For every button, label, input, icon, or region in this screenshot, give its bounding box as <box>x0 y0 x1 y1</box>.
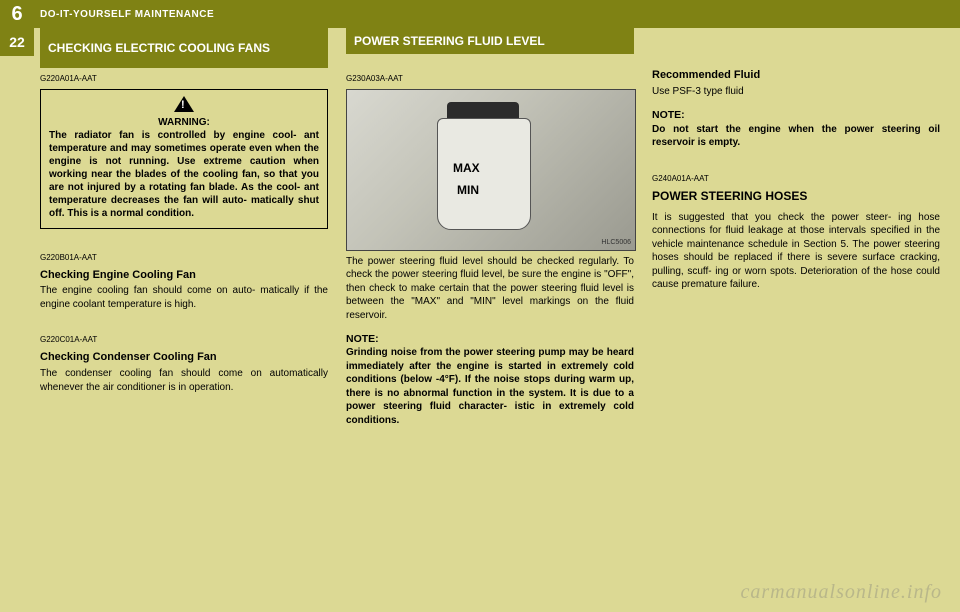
note-title: NOTE: <box>346 332 634 346</box>
recommended-fluid-text: Use PSF-3 type fluid <box>652 85 940 99</box>
section-header-ps-fluid: POWER STEERING FLUID LEVEL <box>346 28 634 54</box>
chapter-title: DO-IT-YOURSELF MAINTENANCE <box>40 9 214 20</box>
chapter-number: 6 <box>0 0 34 28</box>
section-code: G220C01A-AAT <box>40 335 328 346</box>
section-header-cooling-fans: CHECKING ELECTRIC COOLING FANS <box>40 28 328 68</box>
subsection-title: Checking Engine Cooling Fan <box>40 268 328 283</box>
content-area: CHECKING ELECTRIC COOLING FANS G220A01A-… <box>0 28 960 427</box>
warning-icon-row <box>49 96 319 116</box>
figure-code: HLC5006 <box>601 238 631 247</box>
warning-label: WARNING: <box>49 116 319 129</box>
subsection-title: Checking Condenser Cooling Fan <box>40 350 328 365</box>
max-label: MAX <box>453 160 480 176</box>
warning-box: WARNING: The radiator fan is controlled … <box>40 89 328 229</box>
min-label: MIN <box>457 182 479 198</box>
note-body: Grinding noise from the power steering p… <box>346 346 634 427</box>
chapter-bar: 6 DO-IT-YOURSELF MAINTENANCE <box>0 0 960 28</box>
warning-text: The radiator fan is controlled by engine… <box>49 129 319 220</box>
section-code: G220B01A-AAT <box>40 253 328 264</box>
column-3: Recommended Fluid Use PSF-3 type fluid N… <box>652 28 940 427</box>
body-text: The condenser cooling fan should come on… <box>40 367 328 394</box>
reservoir-body <box>437 118 531 230</box>
section-code: G220A01A-AAT <box>40 74 328 85</box>
ps-hoses-body: It is suggested that you check the power… <box>652 211 940 292</box>
reservoir-figure: MAX MIN HLC5006 <box>346 89 636 251</box>
note-body: Do not start the engine when the power s… <box>652 123 940 150</box>
ps-hoses-title: POWER STEERING HOSES <box>652 188 940 204</box>
warning-icon <box>174 96 194 112</box>
section-code: G240A01A-AAT <box>652 174 940 185</box>
recommended-fluid-title: Recommended Fluid <box>652 68 940 83</box>
page-number: 22 <box>0 28 34 56</box>
note-title: NOTE: <box>652 108 940 122</box>
watermark: carmanualsonline.info <box>740 581 942 604</box>
body-text: The engine cooling fan should come on au… <box>40 284 328 311</box>
body-text: The power steering fluid level should be… <box>346 255 634 323</box>
column-2: POWER STEERING FLUID LEVEL G230A03A-AAT … <box>346 28 634 427</box>
column-1: CHECKING ELECTRIC COOLING FANS G220A01A-… <box>40 28 328 427</box>
section-code: G230A03A-AAT <box>346 74 634 85</box>
